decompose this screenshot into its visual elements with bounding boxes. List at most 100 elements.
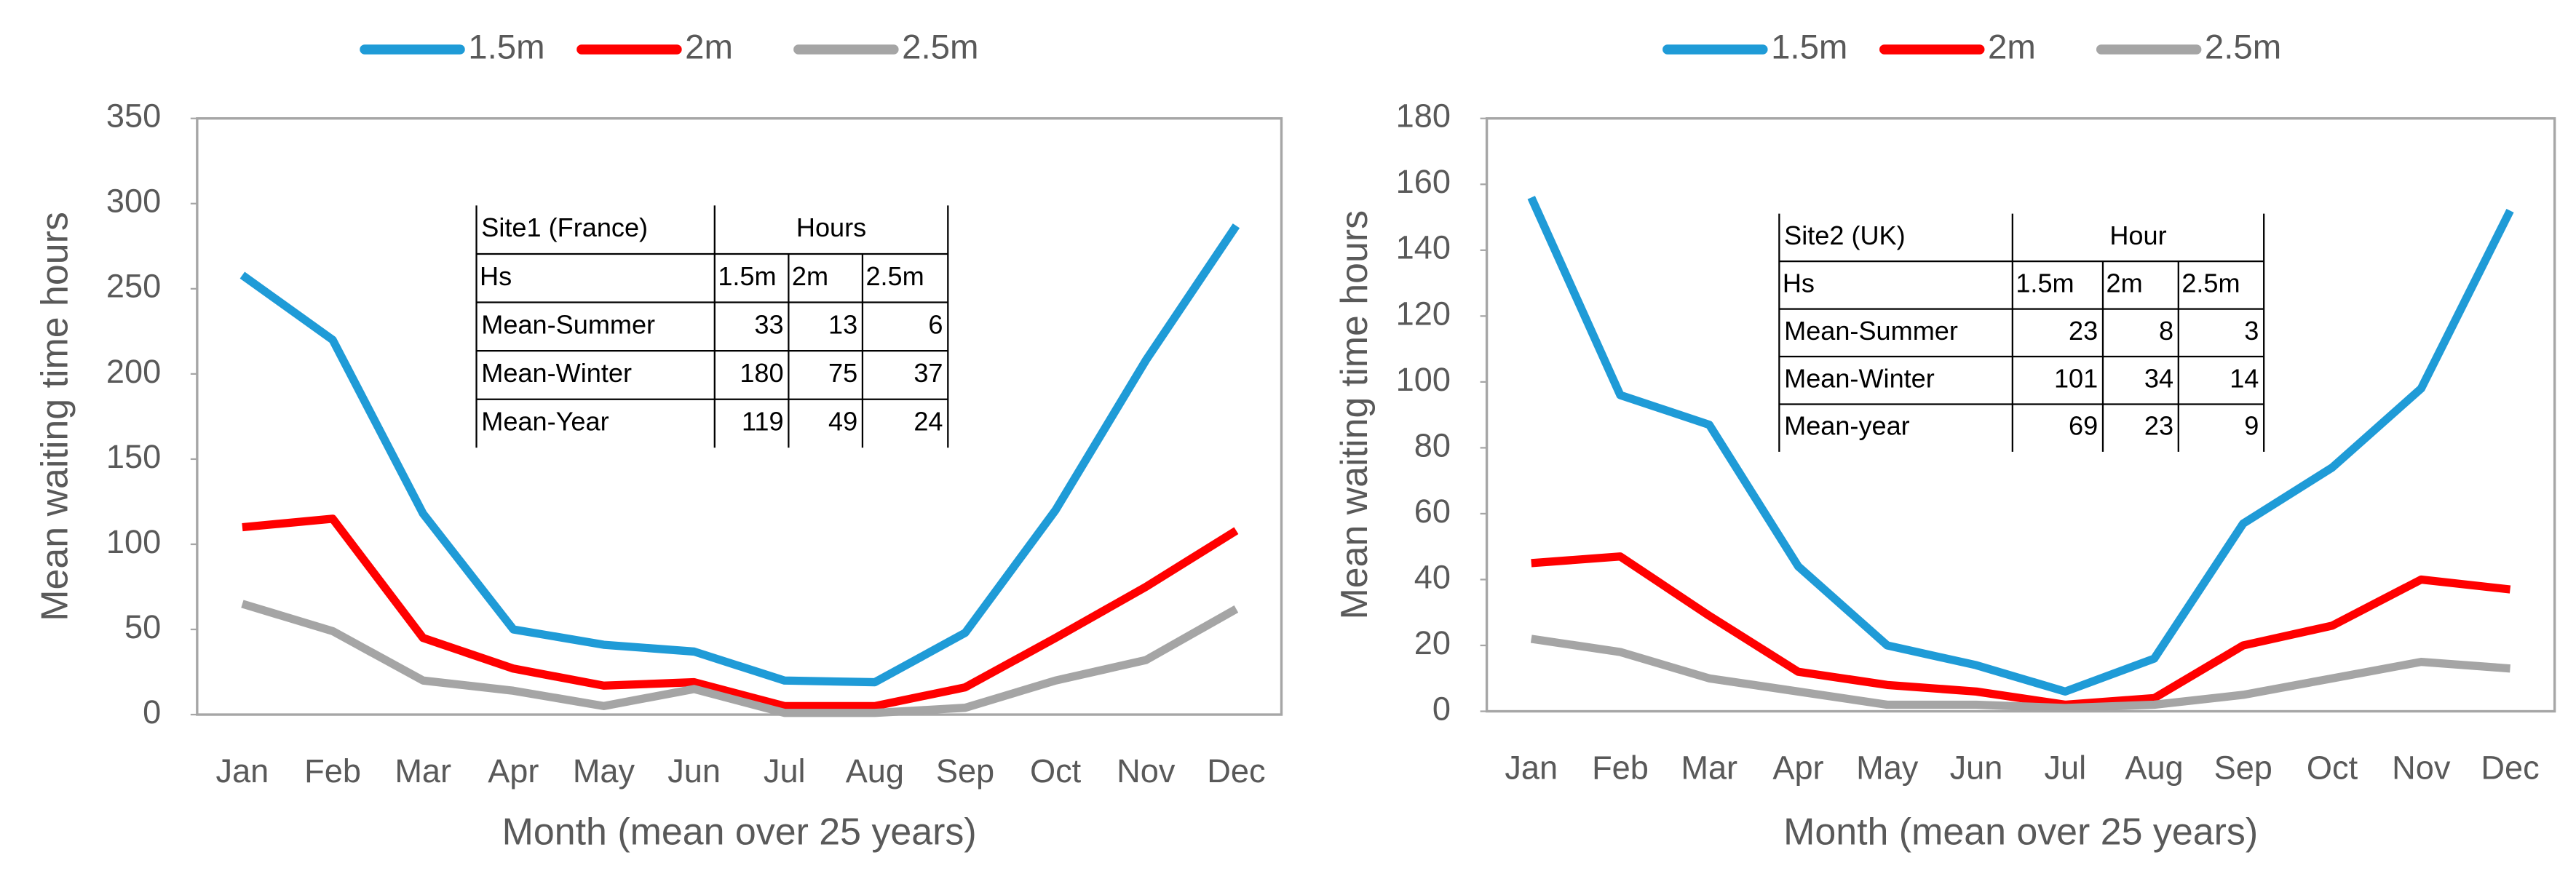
table-header: Hour (2109, 220, 2166, 250)
table-column: Hs (480, 261, 512, 291)
x-axis-label: Month (mean over 25 years) (502, 811, 977, 854)
y-tick-label: 200 (106, 353, 161, 390)
legend-label: 2.5m (902, 28, 978, 66)
x-tick-label: Sep (2214, 749, 2272, 787)
y-tick-label: 250 (106, 268, 161, 305)
table-cell: 23 (2069, 316, 2098, 346)
table-cell: Mean-Summer (1784, 316, 1958, 346)
table-cell: 34 (2144, 363, 2173, 393)
table-header: Site1 (France) (481, 212, 648, 242)
y-tick-label: 0 (143, 693, 161, 731)
series-line (239, 223, 1240, 687)
table-cell: Mean-Winter (481, 358, 632, 388)
series-line (241, 600, 1239, 717)
y-tick-label: 40 (1414, 558, 1451, 595)
x-tick-label: Nov (1117, 752, 1176, 789)
table-cell: 6 (928, 309, 943, 339)
table-cell: 37 (914, 358, 943, 388)
x-tick-label: Dec (1207, 752, 1265, 789)
y-tick-label: 80 (1414, 426, 1451, 464)
x-tick-label: Oct (2307, 749, 2358, 787)
table-cell: 119 (742, 407, 784, 437)
x-tick-label: Jul (2044, 749, 2086, 787)
table-cell: Mean-year (1784, 411, 1910, 441)
table-column: Hs (1783, 268, 1815, 298)
table-header: Hours (796, 212, 866, 242)
table-cell: 101 (2054, 363, 2098, 393)
y-tick-label: 300 (106, 183, 161, 220)
y-tick-label: 50 (124, 608, 161, 645)
plot-area (196, 117, 1283, 716)
y-tick-label: 100 (106, 523, 161, 560)
table-header: Site2 (UK) (1784, 220, 1906, 250)
x-tick-label: May (573, 752, 635, 789)
y-tick-label: 60 (1414, 493, 1451, 530)
table-column: 2m (2106, 268, 2142, 298)
x-tick-label: Aug (2125, 749, 2183, 787)
y-tick-label: 160 (1396, 163, 1451, 200)
table-cell: 24 (914, 407, 943, 437)
table-column: 2m (792, 261, 828, 291)
x-tick-label: Jan (1505, 749, 1558, 787)
series-line (1531, 552, 2511, 709)
data-table: Site2 (UK) Hour Hs 1.5m 2m 2.5m Mean-Summer 23 8… (1778, 213, 2265, 452)
y-tick-label: 100 (1396, 361, 1451, 398)
table-column: 2.5m (865, 261, 924, 291)
table-cell: Mean-Year (481, 407, 609, 437)
y-tick-label: 140 (1396, 229, 1451, 266)
series-line (1527, 196, 2514, 696)
x-tick-label: May (1856, 749, 1919, 787)
table-cell: 69 (2069, 411, 2098, 441)
table-bg (476, 205, 948, 448)
x-tick-label: Apr (1772, 749, 1823, 787)
plot-area (1485, 117, 2556, 713)
table-column: 1.5m (2016, 268, 2074, 298)
x-tick-label: Jun (667, 752, 721, 789)
y-tick-label: 120 (1396, 295, 1451, 332)
table-column: 1.5m (718, 261, 776, 291)
table-cell: 14 (2230, 363, 2259, 393)
table-cell: 33 (754, 309, 783, 339)
legend-label: 2m (685, 28, 733, 66)
y-axis-label: Mean waiting time hours (1333, 210, 1376, 620)
table-bg (1779, 213, 2264, 452)
table-cell: 13 (828, 309, 857, 339)
x-tick-label: Dec (2481, 749, 2539, 787)
x-tick-label: Mar (395, 752, 451, 789)
legend-label: 2m (1988, 28, 2036, 66)
x-tick-label: Jun (1950, 749, 2003, 787)
table-cell: 3 (2244, 316, 2259, 346)
legend-label: 1.5m (468, 28, 544, 66)
y-tick-label: 350 (106, 98, 161, 135)
table-cell: 49 (828, 407, 857, 437)
table-cell: 75 (828, 358, 857, 388)
x-tick-label: Mar (1681, 749, 1737, 787)
x-tick-label: Nov (2392, 749, 2451, 787)
y-axis-label: Mean waiting time hours (34, 212, 76, 621)
x-tick-label: Feb (1592, 749, 1649, 787)
x-tick-label: Oct (1030, 752, 1082, 789)
table-cell: 180 (740, 358, 783, 388)
series-line (242, 514, 1239, 710)
data-table: Site1 (France) Hours Hs 1.5m 2m 2.5m Mean-Summ… (475, 205, 949, 448)
x-tick-label: Apr (488, 752, 539, 789)
x-tick-label: Aug (846, 752, 904, 789)
table-cell: Mean-Summer (481, 309, 655, 339)
x-tick-label: Jul (764, 752, 806, 789)
y-tick-label: 150 (106, 438, 161, 475)
table-cell: 8 (2159, 316, 2173, 346)
table-cell: Mean-Winter (1784, 363, 1935, 393)
table-column: 2.5m (2181, 268, 2240, 298)
x-axis-label: Month (mean over 25 years) (1783, 811, 2258, 854)
table-cell: 9 (2244, 411, 2259, 441)
y-tick-label: 180 (1396, 98, 1451, 135)
y-tick-label: 20 (1414, 624, 1451, 661)
legend-label: 1.5m (1771, 28, 1847, 66)
series-line (1530, 635, 2510, 712)
x-tick-label: Feb (304, 752, 361, 789)
y-tick-label: 0 (1432, 690, 1451, 727)
table-cell: 23 (2144, 411, 2173, 441)
x-tick-label: Sep (936, 752, 994, 789)
